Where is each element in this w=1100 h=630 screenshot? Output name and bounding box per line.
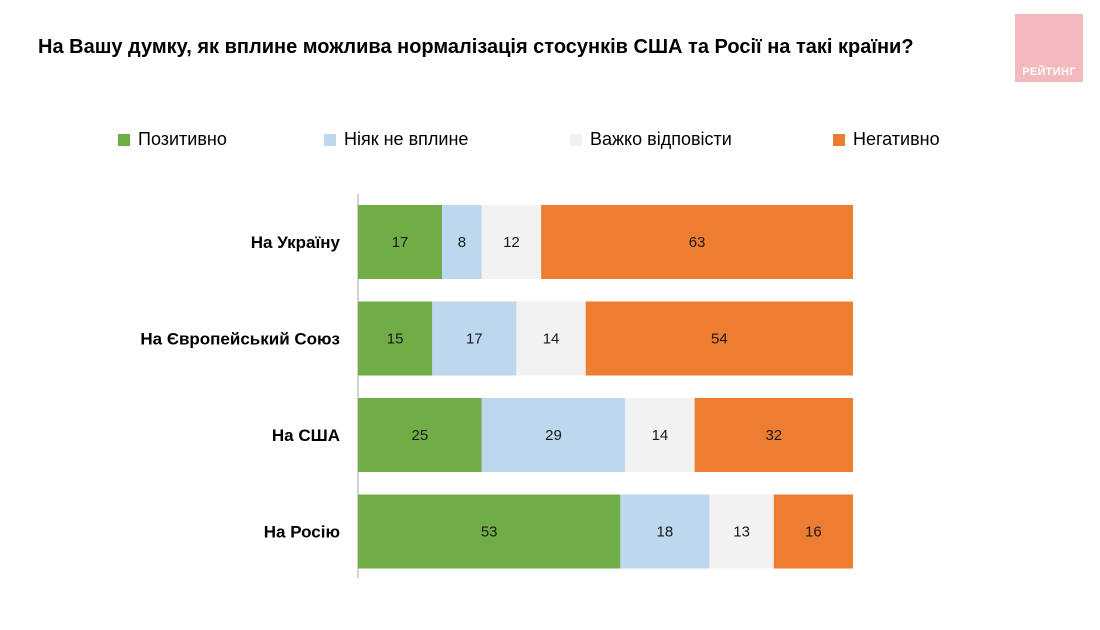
bar-segment-2-2 [432,301,517,376]
legend-label-hard-to-say: Важко відповісти [590,129,732,149]
bar-segment-4-2 [620,494,710,569]
data-label-3-2: 29 [545,427,562,444]
data-label-3-1: 25 [412,427,429,444]
category-label-4: На Росію [264,523,340,542]
bar-segment-1-4 [541,205,853,279]
bar-segment-2-3 [516,301,586,376]
data-label-2-2: 17 [466,331,483,348]
bar-segment-3-1 [358,398,482,472]
bar-segment-4-1 [358,494,621,569]
bar-segment-2-1 [358,301,433,376]
data-label-4-3: 13 [733,524,750,541]
data-label-4-4: 16 [805,524,822,541]
category-labels-group: На Україну На Європейський Союз На США На Р… [140,233,340,542]
bar-segment-4-4 [773,494,853,569]
data-label-2-4: 54 [711,331,728,348]
bar-segment-1-3 [481,205,542,279]
legend-item-hard-to-say: Важко відповісти [570,129,732,150]
bar-segment-3-2 [481,398,626,472]
legend-swatch-negative [833,133,845,146]
chart-legend: Позитивно Ніяк не вплине Важко відповіст… [0,129,1100,153]
legend-item-positive: Позитивно [118,129,227,150]
legend-label-no-effect: Ніяк не вплине [344,129,469,149]
bar-segment-1-1 [358,205,443,279]
bar-segment-2-4 [585,301,853,376]
bar-segment-3-3 [625,398,695,472]
data-label-1-1: 17 [392,234,409,251]
bar-segment-1-2 [442,205,482,279]
legend-item-no-effect: Ніяк не вплине [324,129,468,150]
data-label-1-3: 12 [503,234,520,251]
legend-label-positive: Позитивно [138,129,227,149]
bars-group: 17 8 12 63 15 17 14 54 25 29 14 32 53 18 13 16 [358,205,853,569]
rating-logo: РЕЙТИНГ [1015,14,1083,82]
chart-title: На Вашу думку, як вплине можлива нормалі… [38,36,914,58]
legend-label-negative: Негативно [853,129,940,149]
logo-text: РЕЙТИНГ [1022,66,1076,78]
data-label-1-2: 8 [458,234,466,251]
data-label-2-3: 14 [543,331,560,348]
bar-segment-4-3 [709,494,774,569]
category-label-3: На США [272,426,340,445]
data-label-3-4: 32 [765,427,782,444]
data-label-1-4: 63 [689,234,706,251]
data-label-4-2: 18 [657,524,674,541]
category-label-1: На Україну [251,233,341,252]
legend-swatch-hard-to-say [570,133,582,146]
legend-swatch-positive [118,133,130,146]
data-label-3-3: 14 [652,427,669,444]
data-label-2-1: 15 [387,331,404,348]
legend-item-negative: Негативно [833,129,940,150]
category-label-2: На Європейський Союз [140,330,340,349]
legend-swatch-no-effect [324,133,336,146]
bar-segment-3-4 [694,398,853,472]
data-label-4-1: 53 [481,524,498,541]
